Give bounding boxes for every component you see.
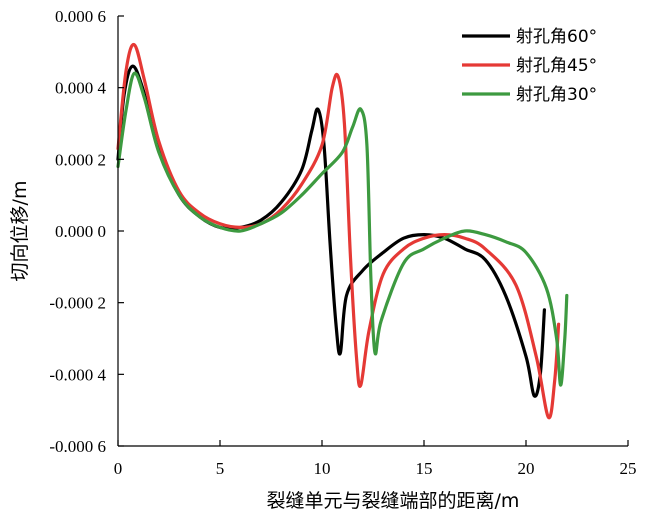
legend: 射孔角60° 射孔角45° 射孔角30°: [462, 27, 597, 105]
x-tick-label: 0: [114, 459, 123, 478]
y-ticks: 0.000 6 0.000 4 0.000 2 0.000 0 -0.000 2 -0.0…: [49, 7, 124, 456]
series-line-2: [116, 42, 561, 420]
y-tick-label: -0.000 6: [49, 437, 106, 456]
x-axis-title: 裂缝单元与裂缝端部的距离/m: [267, 490, 520, 512]
y-axis-title: 切向位移/m: [9, 181, 31, 282]
x-tick-label: 15: [416, 459, 433, 478]
x-tick-label: 10: [314, 459, 331, 478]
y-tick-label: -0.000 2: [49, 294, 106, 313]
x-tick-label: 5: [216, 459, 225, 478]
legend-label: 射孔角45°: [516, 56, 597, 76]
x-tick-label: 25: [620, 459, 637, 478]
legend-label: 射孔角30°: [516, 85, 597, 105]
series-line-3: [116, 71, 569, 387]
y-tick-label: 0.000 2: [55, 150, 106, 169]
legend-label: 射孔角60°: [516, 27, 597, 47]
y-tick-label: -0.000 4: [49, 365, 106, 384]
series-line-1: [116, 64, 546, 398]
y-tick-label: 0.000 0: [55, 222, 106, 241]
x-tick-label: 20: [518, 459, 535, 478]
x-ticks: 0 5 10 15 20 25: [114, 440, 637, 478]
plot-lines: [116, 42, 569, 420]
y-tick-label: 0.000 4: [55, 79, 107, 98]
y-tick-label: 0.000 6: [55, 7, 106, 26]
